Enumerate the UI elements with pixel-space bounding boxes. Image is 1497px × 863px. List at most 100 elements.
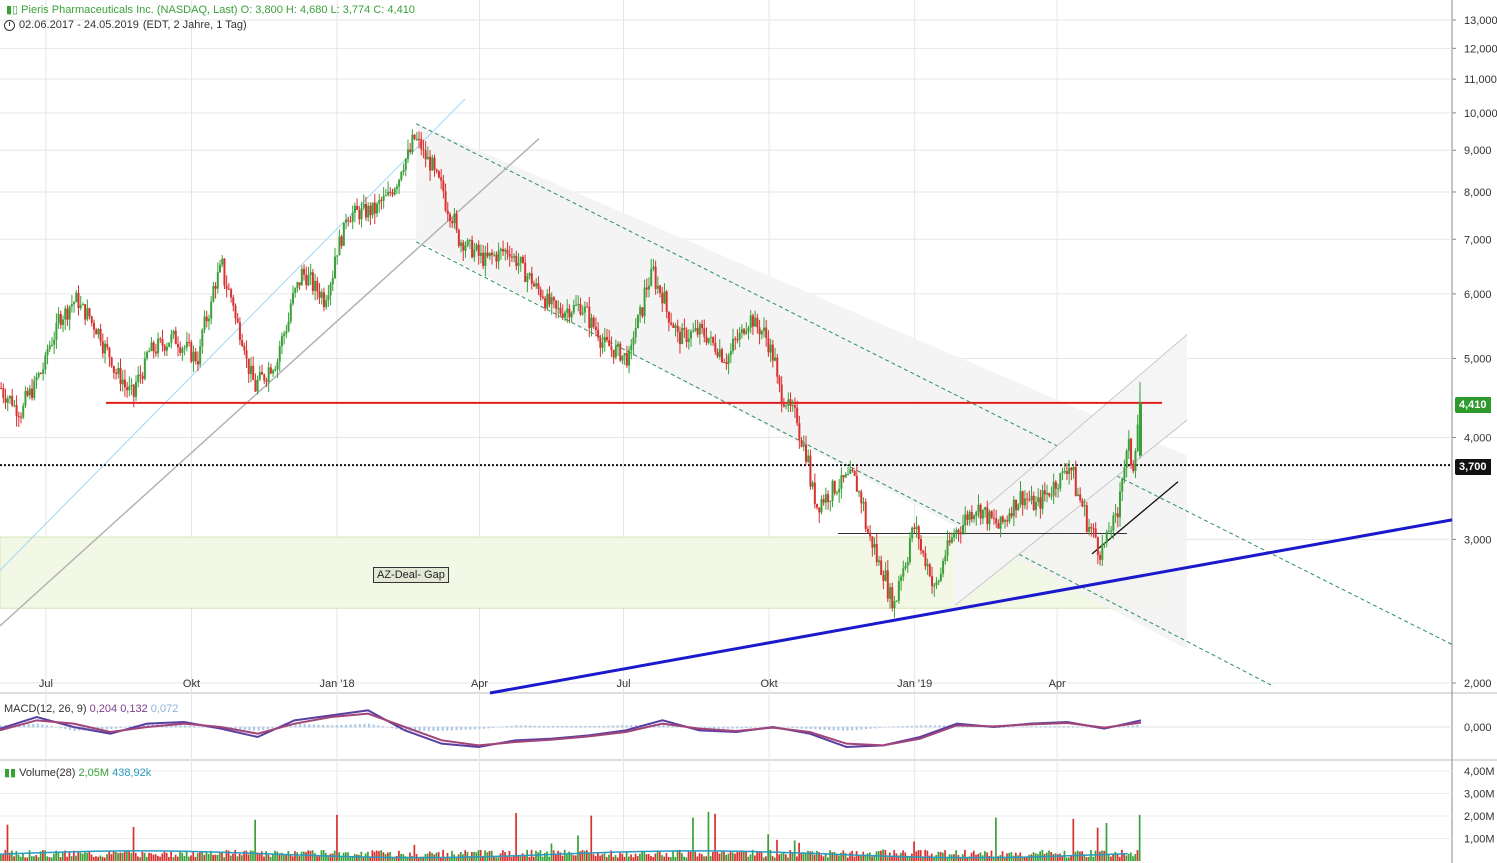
candle-body [291,292,294,304]
candle-body [906,562,909,566]
price-tick-label: 8,000 [1464,187,1492,199]
candle-body [1017,504,1020,511]
candle-body [168,342,171,347]
candle-body [309,272,312,275]
volume-bar [72,850,75,861]
volume-bar [46,856,49,861]
candle-body [6,398,9,403]
candle-body [1107,531,1110,533]
volume-bar [515,812,517,861]
candle-body [278,346,281,362]
candle-body [128,386,131,391]
macd-hist-bar [193,726,196,728]
candle-body [833,480,836,494]
candle-body [1012,499,1015,517]
macd-hist-bar [257,727,260,731]
volume-bar [1103,850,1106,861]
candle-body [75,292,78,303]
candle-body [442,180,445,192]
macd-hist-bar [349,724,352,728]
macd-hist-bar [722,727,725,729]
volume-bar [700,854,703,861]
volume-bar [992,856,995,861]
candle-body [327,295,330,301]
volume-bar [145,856,148,861]
candle-body [1054,481,1057,489]
candle-body [568,308,571,318]
candle-body [495,254,498,262]
volume-bar [1030,854,1033,861]
candle-body [413,134,416,139]
candle-body [880,560,883,575]
volume-bar [789,850,792,861]
candle-body [263,374,266,381]
macd-hist-bar [740,727,743,729]
volume-bar [627,856,630,861]
candle-body [367,205,370,218]
candle-body [1079,494,1082,501]
volume-bar [201,851,203,861]
volume-bar [163,850,166,861]
candle-body [101,341,104,354]
gap-annotation[interactable]: AZ-Deal- Gap [373,567,449,583]
volume-bar [754,855,756,861]
candle-body [274,369,277,371]
volume-value: 2,05M [78,767,110,779]
candle-body [811,482,814,487]
macd-hist-bar [381,726,384,728]
volume-bar [709,856,712,861]
macd-hist-bar [1021,726,1024,728]
volume-bar [784,854,787,861]
macd-hist-bar [501,726,504,728]
volume-bar [440,857,442,861]
volume-bar [1134,853,1137,861]
candle-body [743,329,746,334]
volume-bar [64,850,66,861]
candle-body [44,355,47,370]
volume-bar [833,851,836,861]
macd-hist-bar [202,727,205,728]
candle-body [800,440,803,447]
candle-body [851,469,854,471]
macd-hist-bar [542,725,545,728]
candle-body [358,209,361,220]
candle-body [252,365,255,380]
volume-bar [1132,856,1134,861]
macd-hist-bar [602,725,605,728]
volume-bar [287,850,290,861]
candle-body [424,150,427,160]
volume-bar [351,856,354,861]
macd-hist-bar [938,725,941,728]
volume-bar [318,856,321,861]
volume-bar [1094,850,1097,861]
volume-bar [924,849,927,861]
candle-body [1132,464,1135,472]
volume-bar [296,852,299,861]
macd-hist-bar [147,723,150,728]
macd-hist-bar [41,724,44,728]
candle-body [362,203,365,208]
volume-bar [685,857,688,861]
macd-hist-bar [708,727,711,729]
macd-hist-bar [234,727,237,730]
volume-bar [409,852,411,861]
candle-body [835,492,838,494]
macd-hist-bar [105,727,108,730]
macd-hist-bar [634,724,637,728]
macd-hist-bar [924,725,927,728]
volume-bar [300,851,303,861]
volume-bar [305,852,307,861]
volume-bar [745,851,747,861]
candle-body [84,304,87,320]
candle-body [557,308,560,310]
volume-bar [349,857,352,861]
candle-body [1015,499,1018,511]
volume-bar [552,850,555,861]
macd-hist-bar [487,727,490,729]
candle-body [1010,513,1013,517]
candle-body [143,358,146,379]
candle-body [1136,424,1139,451]
volume-bar [780,853,783,861]
volume-bar [1085,857,1088,861]
candle-body [634,328,637,338]
